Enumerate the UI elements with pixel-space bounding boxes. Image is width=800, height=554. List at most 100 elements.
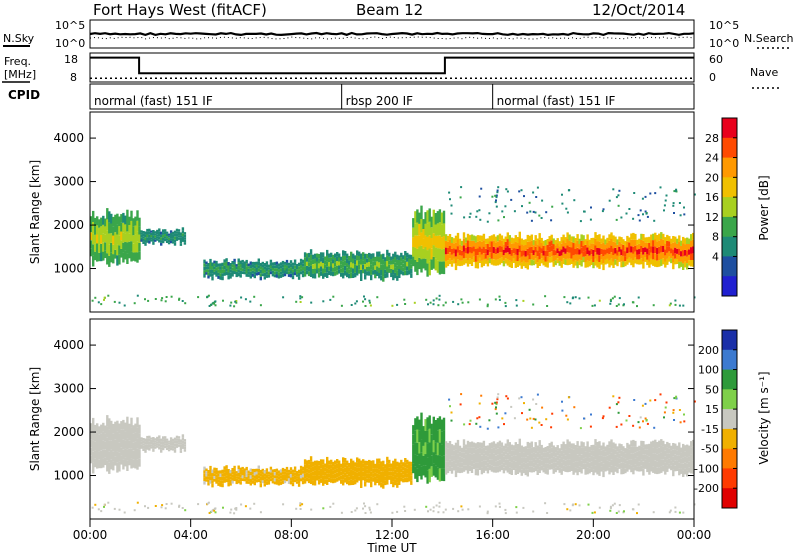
power-echo-cell (136, 210, 139, 221)
velocity-echo-cell (354, 479, 357, 485)
velocity-echo-cell (205, 473, 208, 477)
power-echo-cell (372, 270, 375, 275)
power-echo-cell (602, 256, 605, 264)
power-echo-cell (530, 234, 533, 241)
velocity-echo-cell (536, 469, 539, 475)
velocity-echo-cell (432, 452, 435, 464)
velocity-echo-cell (512, 460, 515, 466)
velocity-echo-cell (330, 478, 333, 483)
velocity-echo-cell (398, 467, 401, 472)
velocity-echo-cell (227, 469, 230, 473)
velocity-echo-cell (291, 482, 295, 487)
velocity-echo-cell (326, 468, 329, 474)
velocity-echo-cell (456, 459, 460, 467)
velocity-echo-cell (626, 442, 629, 449)
power-echo-cell (646, 259, 649, 266)
velocity-echo-cell (506, 466, 509, 473)
velocity-echo-cell (670, 450, 673, 456)
velocity-echo-cell (560, 456, 563, 463)
power-speckle (301, 296, 304, 299)
power-echo-cell (462, 238, 466, 246)
power-echo-cell (424, 212, 427, 224)
power-echo-cell (654, 253, 657, 260)
power-echo-cell (598, 234, 601, 242)
velocity-echo-cell (620, 444, 623, 451)
power-echo-cell (279, 262, 283, 266)
power-echo-cell (213, 266, 216, 269)
velocity-echo-cell (536, 451, 539, 458)
power-echo-cell (498, 258, 502, 265)
velocity-echo-cell (502, 467, 506, 474)
power-echo-cell (612, 261, 615, 268)
velocity-echo-cell (356, 472, 359, 478)
velocity-speckle (178, 505, 180, 508)
velocity-echo-cell (336, 463, 339, 469)
power-colorbar-tick-label: 12 (705, 211, 719, 224)
power-echo-cell (177, 237, 181, 240)
power-echo-cell (164, 229, 167, 232)
velocity-echo-cell (245, 473, 248, 478)
velocity-echo-cell (128, 448, 131, 457)
power-echo-cell (215, 270, 218, 274)
velocity-echo-cell (546, 463, 549, 469)
velocity-echo-cell (271, 475, 275, 478)
velocity-echo-cell (221, 476, 224, 481)
power-speckle (639, 209, 642, 212)
velocity-echo-cell (211, 480, 214, 484)
power-speckle (476, 210, 479, 213)
power-echo-cell (398, 260, 401, 265)
power-echo-cell (287, 271, 291, 275)
x-axis: 00:00 04:00 08:00 12:00 16:00 20:00 00:00 (73, 519, 711, 542)
power-echo-cell (412, 227, 415, 238)
velocity-echo-cell (458, 445, 462, 452)
velocity-echo-cell (550, 458, 553, 464)
power-echo-cell (253, 268, 256, 272)
velocity-echo-cell (558, 463, 561, 468)
power-echo-cell (116, 213, 119, 225)
velocity-speckle (625, 419, 628, 422)
power-echo-cell (530, 246, 533, 254)
velocity-echo-cell (275, 471, 279, 475)
power-speckle (438, 294, 441, 297)
power-echo-cell (400, 265, 403, 271)
y-tick-label: 1000 (53, 469, 84, 483)
power-echo-cell (540, 237, 543, 243)
velocity-echo-cell (362, 467, 365, 472)
velocity-speckle (504, 512, 507, 515)
velocity-echo-cell (388, 467, 391, 472)
power-echo-cell (626, 241, 629, 248)
velocity-echo-cell (624, 458, 627, 464)
velocity-speckle (495, 403, 498, 406)
velocity-echo-cell (684, 445, 687, 451)
power-echo-cell (482, 233, 486, 241)
velocity-echo-cell (96, 459, 99, 469)
velocity-echo-cell (424, 442, 427, 455)
power-echo-cell (606, 258, 609, 264)
power-echo-cell (140, 230, 143, 233)
velocity-echo-cell (622, 451, 625, 458)
velocity-echo-cell (183, 446, 187, 450)
power-speckle (609, 298, 612, 301)
velocity-echo-cell (289, 467, 293, 471)
velocity-echo-cell (482, 460, 486, 467)
power-speckle (282, 296, 285, 299)
velocity-echo-cell (259, 469, 262, 474)
velocity-echo-cell (229, 482, 232, 486)
velocity-echo-cell (293, 469, 297, 473)
power-echo-cell (626, 253, 629, 259)
power-echo-cell (470, 259, 474, 266)
power-echo-cell (552, 238, 555, 245)
frequency-series (90, 56, 694, 75)
velocity-echo-cell (305, 464, 309, 469)
velocity-echo-cell (648, 462, 651, 469)
power-echo-cell (380, 259, 383, 265)
power-echo-cell (566, 252, 569, 259)
power-echo-cell (120, 231, 123, 241)
power-echo-cell (108, 222, 111, 234)
power-echo-cell (237, 258, 240, 263)
power-echo-cell (267, 272, 271, 275)
power-echo-cell (100, 243, 103, 253)
velocity-echo-cell (374, 472, 377, 477)
velocity-speckle (615, 403, 618, 406)
power-echo-cell (490, 235, 494, 242)
